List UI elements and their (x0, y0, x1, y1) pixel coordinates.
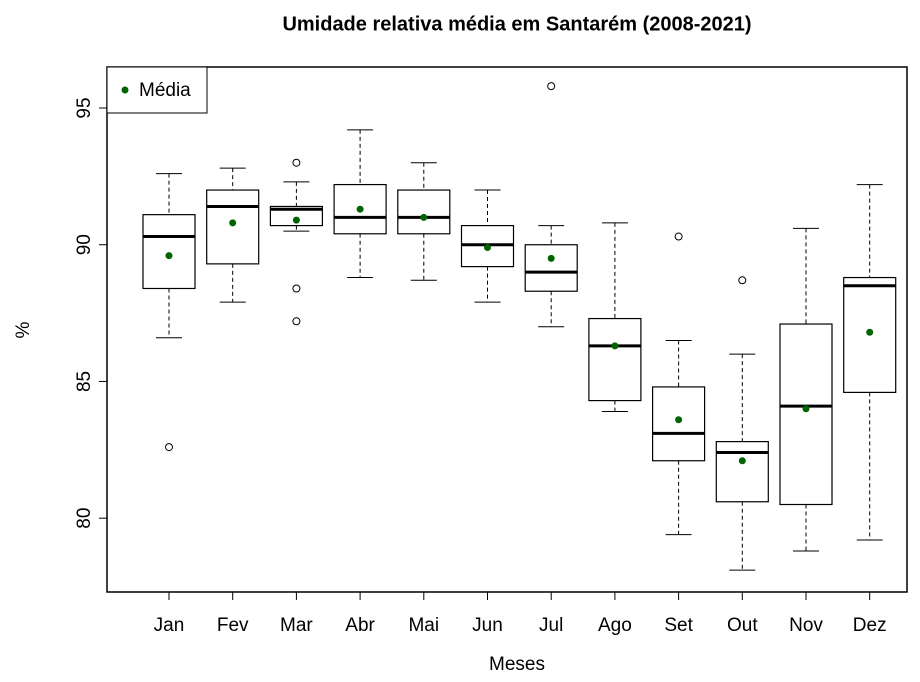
chart-title: Umidade relativa média em Santarém (2008… (282, 13, 751, 35)
mean-point (356, 205, 364, 213)
box (715, 441, 769, 503)
y-axis-label: % (13, 321, 34, 338)
x-axis-label: Meses (489, 654, 545, 675)
box (397, 189, 451, 235)
x-tick-label: Mar (280, 615, 313, 636)
mean-point (165, 252, 173, 260)
mean-point (675, 416, 683, 424)
box (651, 386, 706, 462)
y-tick-label: 85 (74, 371, 95, 392)
outlier (738, 276, 747, 285)
mean-point (866, 328, 874, 336)
x-tick-label: Set (664, 615, 693, 636)
y-tick-label: 80 (74, 508, 95, 529)
mean-point (420, 213, 428, 221)
x-tick-label: Ago (598, 615, 632, 636)
mean-point (229, 219, 237, 227)
y-tick-label: 90 (74, 234, 95, 255)
outlier (292, 158, 301, 167)
x-tick-label: Jun (472, 615, 503, 636)
x-tick-label: Jul (539, 615, 563, 636)
outlier (292, 317, 301, 326)
mean-point (611, 342, 619, 350)
box (142, 214, 196, 290)
mean-point (802, 405, 810, 413)
outlier (674, 232, 683, 241)
x-tick-label: Abr (345, 615, 375, 636)
mean-point (547, 254, 555, 262)
x-tick-label: Out (727, 615, 758, 636)
x-tick-label: Nov (789, 615, 823, 636)
box (269, 205, 323, 227)
box (206, 189, 260, 265)
x-tick-label: Fev (217, 615, 249, 636)
x-tick-label: Dez (853, 615, 887, 636)
mean-point (292, 216, 300, 224)
mean-point (738, 457, 746, 465)
box (524, 244, 578, 292)
y-tick-label: 95 (74, 97, 95, 118)
outlier (165, 443, 173, 452)
mean-point (484, 243, 491, 251)
outlier (547, 82, 556, 91)
box (779, 323, 833, 506)
legend-marker (121, 86, 129, 94)
outlier (292, 284, 301, 293)
x-tick-label: Jan (154, 615, 185, 636)
box (588, 317, 642, 402)
legend-label: Média (139, 80, 191, 101)
x-tick-label: Mai (408, 615, 439, 636)
